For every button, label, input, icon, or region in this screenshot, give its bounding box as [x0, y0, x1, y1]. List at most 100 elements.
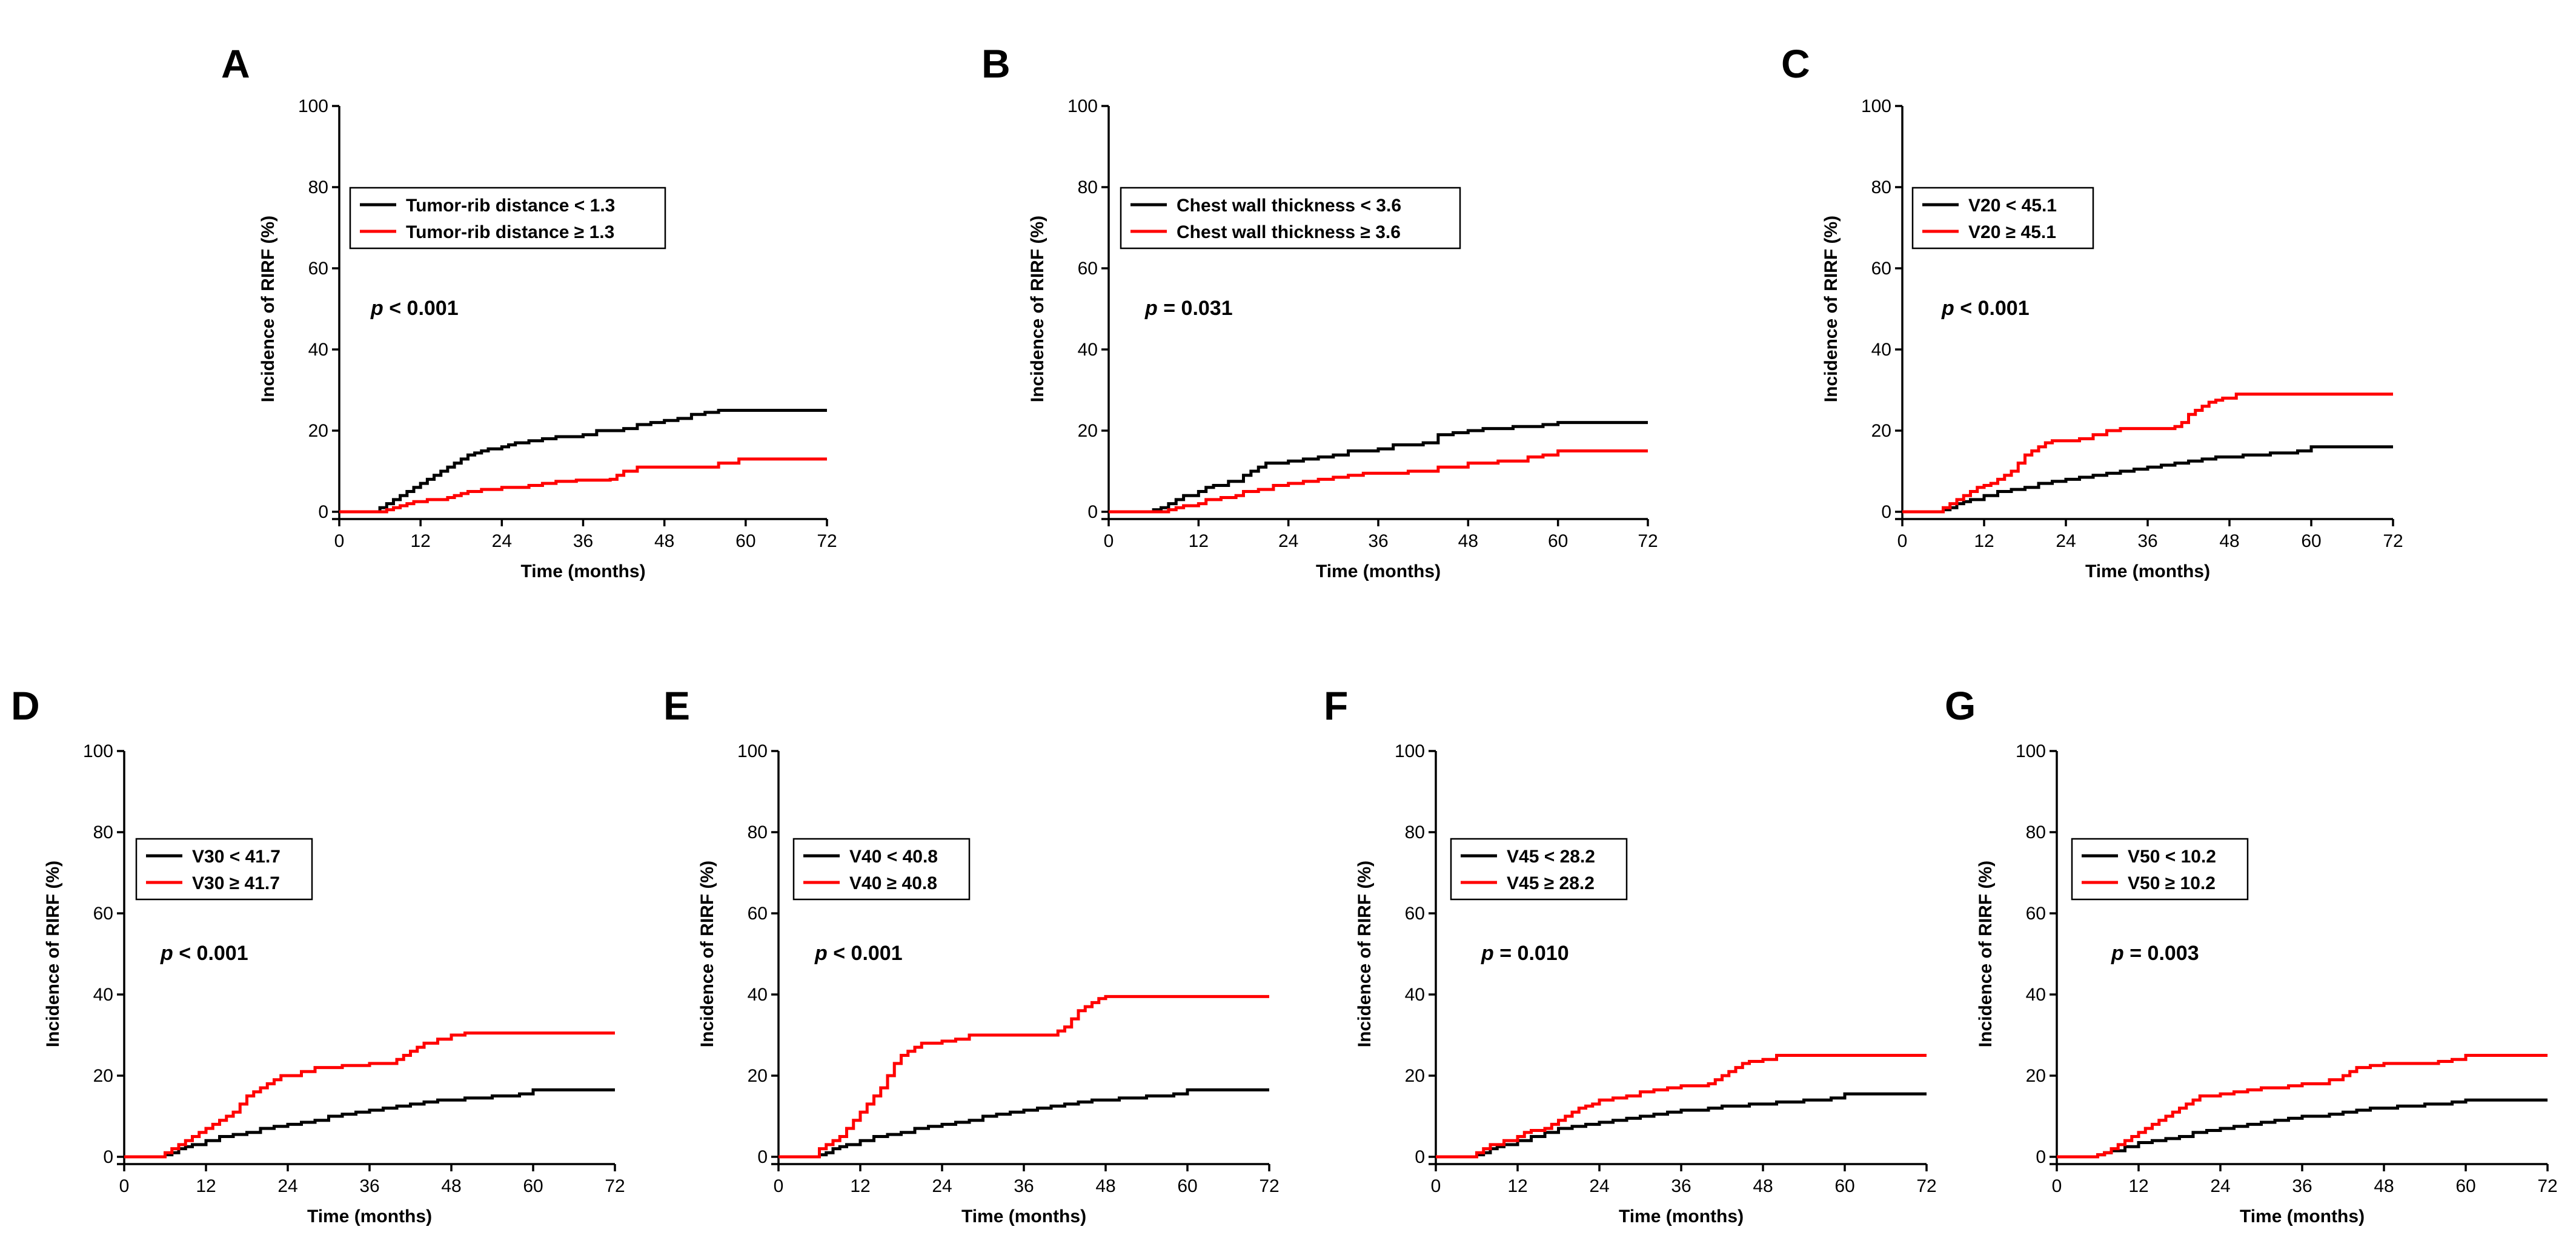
- x-tick-label: 0: [1897, 531, 1908, 551]
- p-value-symbol: p: [2111, 942, 2124, 965]
- y-tick-label: 60: [1871, 259, 1891, 279]
- p-value-text: < 0.001: [828, 942, 903, 965]
- x-tick-label: 48: [2219, 531, 2239, 551]
- legend-entry: Chest wall thickness ≥ 3.6: [1177, 222, 1401, 242]
- y-tick-label: 0: [1881, 502, 1891, 522]
- y-axis-title: Incidence of RIRF (%): [697, 861, 717, 1047]
- panel-f: F 0 20 40 60 80 100 0 12 24 36 48 60 72 Time (months) I…: [1324, 683, 1937, 1226]
- p-value-annotation: p < 0.001: [1941, 297, 2030, 320]
- p-value-annotation: p < 0.001: [814, 942, 903, 965]
- y-tick-label: 80: [1405, 822, 1425, 842]
- p-value-symbol: p: [814, 942, 828, 965]
- legend-box: [1911, 187, 2094, 250]
- p-value-symbol: p: [160, 942, 173, 965]
- x-tick-label: 12: [2128, 1176, 2148, 1196]
- y-tick-label: 60: [308, 259, 328, 279]
- x-tick-label: 36: [1014, 1176, 1034, 1196]
- x-tick-label: 72: [1638, 531, 1658, 551]
- x-tick-label: 0: [774, 1176, 784, 1196]
- legend-entry: V20 ≥ 45.1: [1968, 222, 2056, 242]
- panel-d: D 0 20 40 60 80 100 0 12 24 36 48 60 72 Time (months) I…: [11, 683, 625, 1226]
- panel-c: C 0 20 40 60 80 100 0 12 24 36 48 60 72 Time (months) I…: [1781, 41, 2403, 581]
- km-curve-series-2: [124, 1031, 615, 1159]
- km-curve-series-1: [778, 1088, 1269, 1159]
- x-tick-label: 0: [119, 1176, 130, 1196]
- x-axis-title: Time (months): [520, 561, 645, 581]
- p-value-text: = 0.031: [1158, 297, 1233, 320]
- y-tick-label: 40: [748, 985, 768, 1005]
- y-tick-label: 60: [748, 904, 768, 924]
- y-tick-label: 40: [2026, 985, 2046, 1005]
- x-tick-label: 12: [1189, 531, 1209, 551]
- y-tick-label: 20: [1871, 421, 1891, 441]
- p-value-text: < 0.001: [173, 942, 248, 965]
- y-tick-label: 40: [308, 340, 328, 360]
- y-tick-label: 80: [1078, 177, 1098, 197]
- legend-entry: V50 < 10.2: [2128, 847, 2216, 867]
- y-tick-label: 0: [1087, 502, 1098, 522]
- x-tick-label: 60: [2301, 531, 2321, 551]
- km-curve-series-2: [1436, 1054, 1927, 1159]
- y-tick-label: 20: [1078, 421, 1098, 441]
- y-tick-label: 40: [1871, 340, 1891, 360]
- x-tick-label: 48: [2374, 1176, 2394, 1196]
- km-curve-series-2: [1109, 449, 1648, 514]
- x-tick-label: 48: [441, 1176, 461, 1196]
- panel-letter: E: [663, 683, 690, 728]
- x-tick-label: 0: [1104, 531, 1114, 551]
- y-tick-label: 0: [103, 1147, 113, 1167]
- km-curve-series-1: [1109, 421, 1648, 514]
- legend-entry: V45 ≥ 28.2: [1507, 873, 1595, 893]
- y-tick-label: 60: [1405, 904, 1425, 924]
- x-tick-label: 24: [1278, 531, 1298, 551]
- x-tick-label: 24: [277, 1176, 297, 1196]
- y-tick-label: 100: [83, 741, 113, 761]
- panel-g: G 0 20 40 60 80 100 0 12 24 36 48 60 72 Time (months) I…: [1945, 683, 2558, 1226]
- x-axis-title: Time (months): [307, 1206, 432, 1226]
- km-curve-series-1: [1436, 1092, 1927, 1159]
- x-tick-label: 12: [1974, 531, 1994, 551]
- y-tick-label: 20: [93, 1066, 113, 1086]
- x-tick-label: 36: [2137, 531, 2157, 551]
- y-tick-label: 20: [748, 1066, 768, 1086]
- x-tick-label: 36: [1368, 531, 1388, 551]
- legend-entry: V30 ≥ 41.7: [192, 873, 280, 893]
- y-tick-label: 100: [1067, 96, 1098, 116]
- p-value-annotation: p = 0.003: [2111, 942, 2199, 965]
- x-tick-label: 60: [735, 531, 755, 551]
- x-tick-label: 36: [2292, 1176, 2312, 1196]
- x-tick-label: 60: [1177, 1176, 1197, 1196]
- legend-entry: Tumor-rib distance < 1.3: [406, 196, 615, 216]
- x-tick-label: 48: [1095, 1176, 1115, 1196]
- x-tick-label: 60: [2455, 1176, 2475, 1196]
- p-value-text: = 0.010: [1494, 942, 1569, 965]
- legend-box: [1450, 838, 1628, 901]
- panel-a: A 0 20 40 60 80 100 0 12 24 36 48 60 72 Time (months) I…: [221, 41, 837, 581]
- y-tick-label: 100: [2016, 741, 2046, 761]
- y-tick-label: 100: [1395, 741, 1425, 761]
- p-value-annotation: p < 0.001: [370, 297, 459, 320]
- x-tick-label: 72: [1259, 1176, 1279, 1196]
- x-tick-label: 36: [573, 531, 593, 551]
- km-curve-series-1: [339, 409, 827, 514]
- p-value-symbol: p: [1144, 297, 1158, 320]
- legend-box: [349, 187, 666, 250]
- y-tick-label: 40: [1078, 340, 1098, 360]
- y-tick-label: 20: [1405, 1066, 1425, 1086]
- legend-box: [1120, 187, 1461, 250]
- x-tick-label: 48: [654, 531, 674, 551]
- x-tick-label: 24: [492, 531, 512, 551]
- x-tick-label: 0: [334, 531, 345, 551]
- x-tick-label: 24: [2210, 1176, 2230, 1196]
- y-tick-label: 0: [1415, 1147, 1425, 1167]
- x-tick-label: 24: [1589, 1176, 1609, 1196]
- x-tick-label: 36: [1671, 1176, 1691, 1196]
- km-curve-series-1: [1902, 445, 2393, 514]
- y-tick-label: 0: [2036, 1147, 2046, 1167]
- km-curve-series-2: [339, 457, 827, 514]
- panel-letter: F: [1324, 683, 1348, 728]
- x-tick-label: 72: [1916, 1176, 1936, 1196]
- y-tick-label: 0: [757, 1147, 768, 1167]
- x-tick-label: 24: [932, 1176, 952, 1196]
